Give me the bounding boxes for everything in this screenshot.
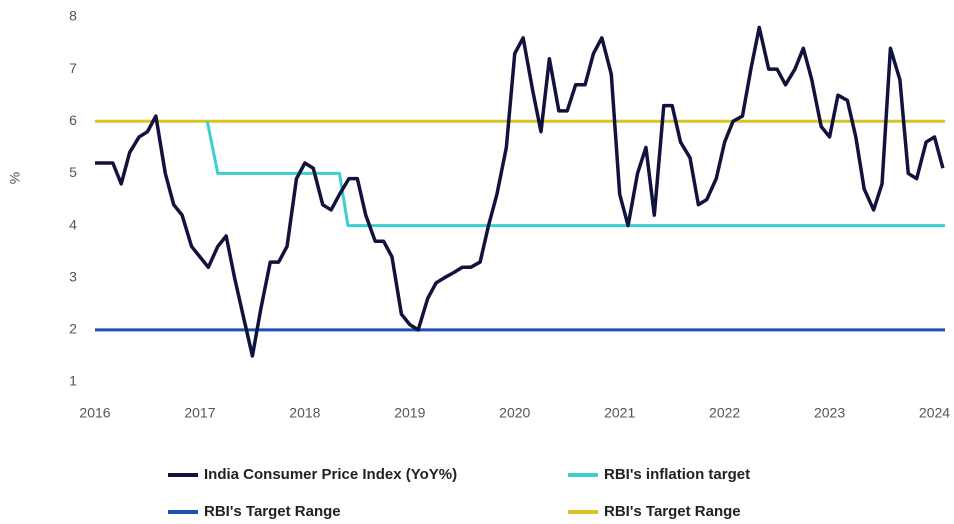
y-tick-label: 7 xyxy=(69,60,77,76)
y-tick-label: 5 xyxy=(69,164,77,180)
y-tick-label: 1 xyxy=(69,373,77,389)
y-axis-label: % xyxy=(7,172,23,184)
x-tick-label: 2021 xyxy=(604,405,635,421)
x-tick-label: 2019 xyxy=(394,405,425,421)
x-tick-label: 2018 xyxy=(289,405,320,421)
x-tick-label: 2020 xyxy=(499,405,530,421)
y-tick-label: 2 xyxy=(69,321,77,337)
legend-label: RBI's inflation target xyxy=(604,466,750,483)
y-tick-label: 6 xyxy=(69,112,77,128)
legend-label: RBI's Target Range xyxy=(604,503,741,520)
x-tick-label: 2017 xyxy=(184,405,215,421)
y-tick-label: 8 xyxy=(69,8,77,24)
y-tick-label: 3 xyxy=(69,268,77,284)
x-tick-label: 2022 xyxy=(709,405,740,421)
legend-label: RBI's Target Range xyxy=(204,503,341,520)
series-line xyxy=(95,25,945,358)
series-line xyxy=(205,120,945,228)
x-tick-label: 2023 xyxy=(814,405,845,421)
legend-label: India Consumer Price Index (YoY%) xyxy=(204,466,457,483)
x-tick-label: 2016 xyxy=(79,405,110,421)
y-tick-label: 4 xyxy=(69,216,77,232)
x-tick-label: 2024 xyxy=(919,405,950,421)
